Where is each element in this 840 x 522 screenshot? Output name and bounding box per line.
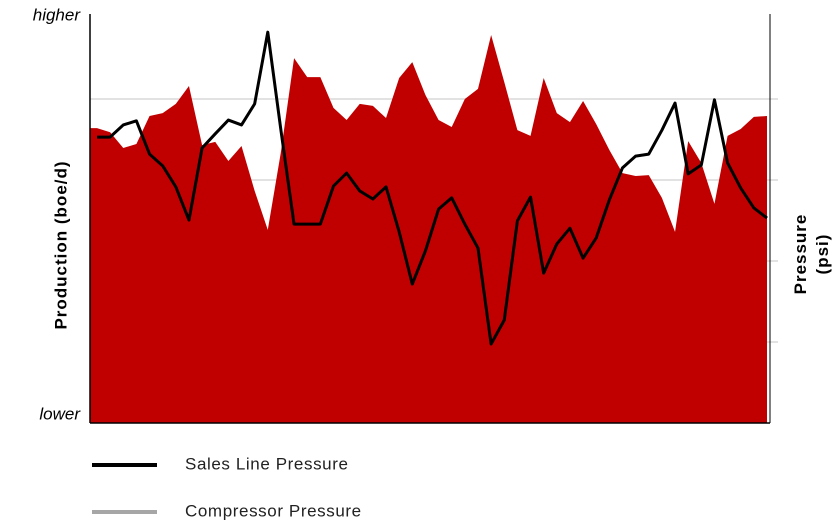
y-tick-label: higher xyxy=(33,5,82,24)
y2-axis-title: Pressure (psi) xyxy=(791,213,832,295)
legend-label: Sales Line Pressure xyxy=(185,454,349,473)
y-tick-label: lower xyxy=(39,404,81,423)
pressure-line xyxy=(97,30,768,346)
y-axis-title: Production (boe/d) xyxy=(51,160,70,329)
legend-label: Compressor Pressure xyxy=(185,501,362,520)
production-area xyxy=(90,35,767,423)
